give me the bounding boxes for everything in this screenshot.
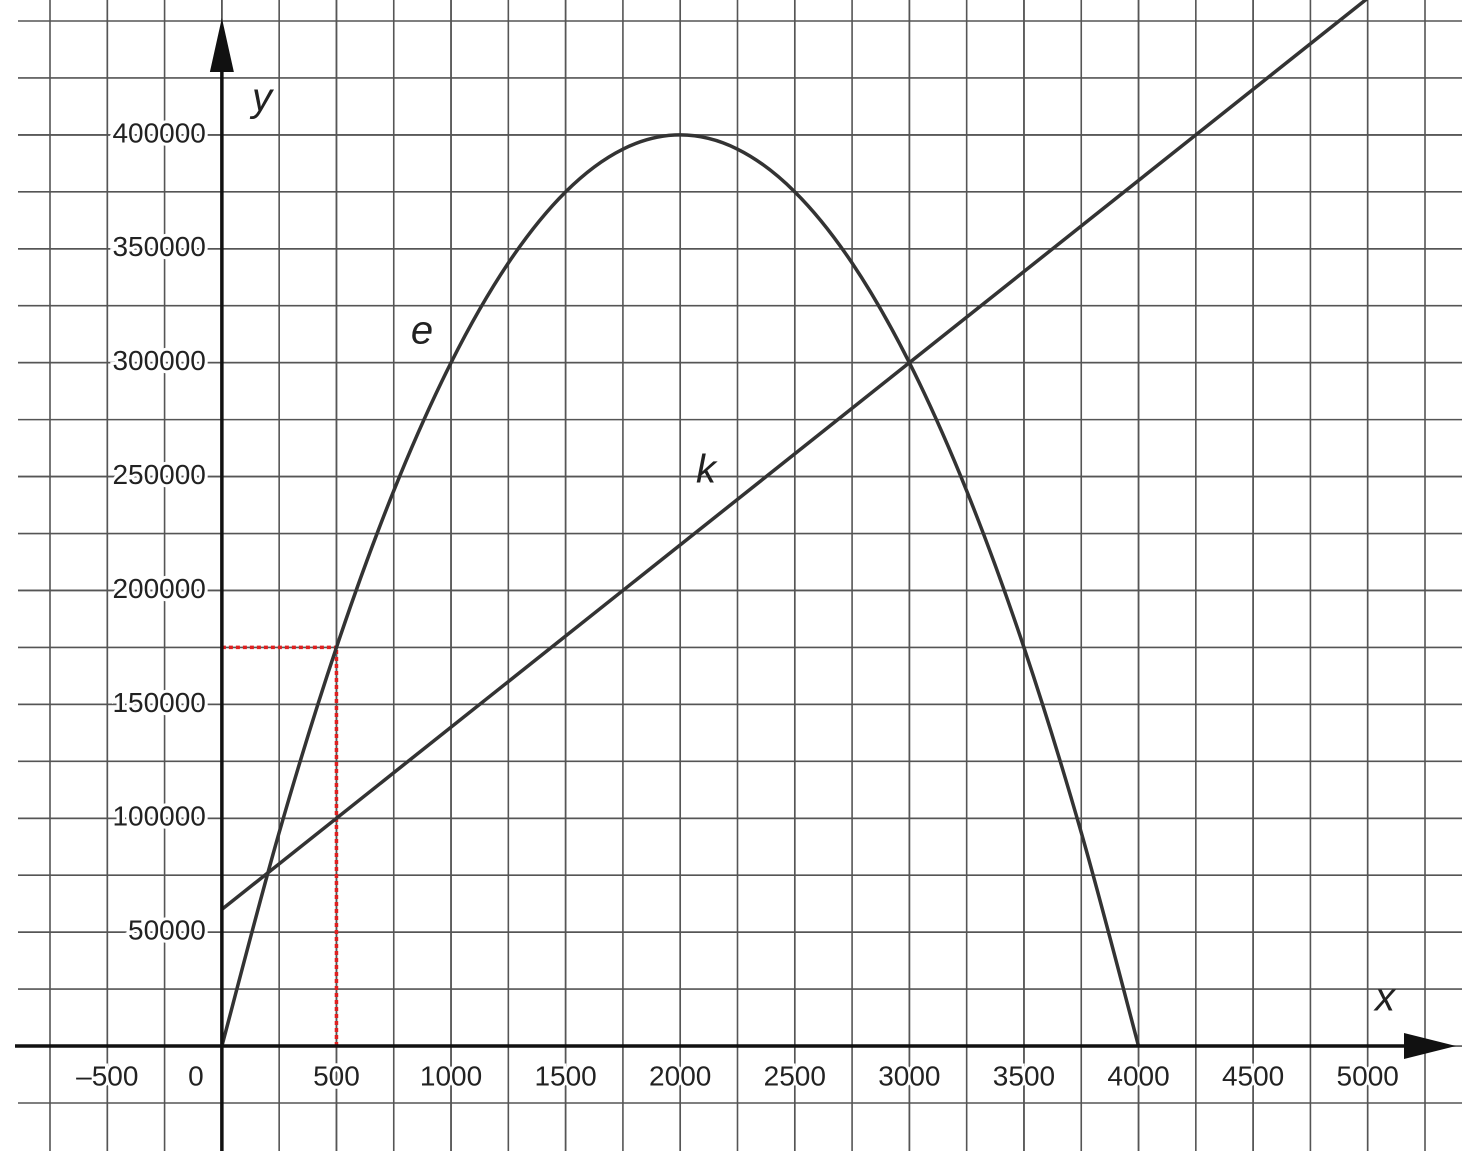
y-tick-label: 250000 <box>112 459 205 490</box>
axes: –500 0 500 1000 1500 2000 2500 3000 3500 4000 4500… <box>15 18 1456 1151</box>
guides <box>221 645 339 1047</box>
curves <box>220 0 1369 1047</box>
series-line <box>220 0 1369 911</box>
series-line <box>220 133 1141 1047</box>
x-tick-label: 0 <box>188 1060 204 1091</box>
y-axis-label: y <box>249 76 275 120</box>
y-tick-label: 50000 <box>128 915 206 946</box>
y-tick-label: 150000 <box>112 687 205 718</box>
y-tick-label: 350000 <box>112 231 205 262</box>
grid <box>18 0 1462 1151</box>
y-tick-label: 400000 <box>112 117 205 148</box>
series-label: k <box>696 448 718 492</box>
x-tick-label: 500 <box>313 1060 360 1091</box>
x-tick-label: 1000 <box>420 1060 482 1091</box>
x-axis-arrow <box>1404 1033 1456 1060</box>
x-tick-label: –500 <box>76 1060 138 1091</box>
x-tick-label: 4500 <box>1222 1060 1284 1091</box>
x-tick-label: 1500 <box>534 1060 596 1091</box>
x-tick-label: 2000 <box>649 1060 711 1091</box>
y-tick-label: 300000 <box>112 345 205 376</box>
x-tick-label: 3500 <box>993 1060 1055 1091</box>
x-axis-label: x <box>1373 976 1397 1020</box>
x-tick-label: 3000 <box>878 1060 940 1091</box>
y-tick-label: 200000 <box>112 573 205 604</box>
y-tick-label: 100000 <box>112 801 205 832</box>
x-tick-label: 4000 <box>1107 1060 1169 1091</box>
x-tick-label: 5000 <box>1337 1060 1399 1091</box>
x-tick-label: 2500 <box>764 1060 826 1091</box>
series-label: e <box>411 309 433 353</box>
y-axis-arrow <box>209 18 234 72</box>
